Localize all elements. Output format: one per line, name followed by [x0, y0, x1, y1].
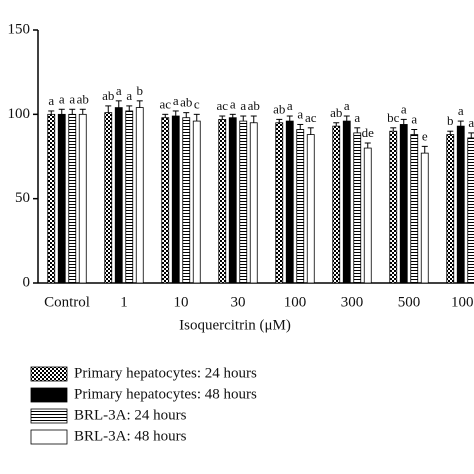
bar [135, 107, 144, 284]
bar [399, 124, 408, 284]
bar [296, 129, 305, 284]
x-tick-label: 300 [341, 294, 364, 310]
bar [420, 152, 429, 284]
y-tick-label: 100 [8, 106, 31, 122]
legend-swatch [30, 408, 68, 424]
significance-letter: a [230, 96, 236, 111]
significance-letter: ab [273, 101, 285, 116]
bar [78, 113, 87, 284]
bar [446, 134, 455, 284]
legend-label: Primary hepatocytes: 48 hours [74, 386, 257, 402]
significance-letter: ab [180, 95, 192, 110]
significance-letter: a [354, 110, 360, 125]
significance-letter: de [362, 125, 375, 140]
bar [275, 122, 284, 284]
bar [306, 134, 315, 284]
bar [114, 107, 123, 284]
legend-swatch [30, 366, 68, 382]
bar [228, 117, 237, 284]
legend-swatch [30, 387, 68, 403]
x-tick-label: 500 [398, 294, 421, 310]
x-tick-label: Control [44, 294, 90, 310]
bar [104, 112, 113, 284]
x-axis-label: Isoquercitrin (μM) [179, 317, 291, 333]
significance-letter: a [240, 98, 246, 113]
bar [68, 113, 77, 284]
significance-letter: ac [216, 98, 228, 113]
significance-letter: ab [102, 88, 114, 103]
y-tick-label: 0 [23, 274, 31, 290]
bar [218, 118, 227, 284]
legend-label: BRL-3A: 24 hours [74, 407, 187, 423]
significance-letter: b [137, 83, 144, 98]
significance-letter: a [458, 103, 464, 118]
significance-letter: c [194, 96, 200, 111]
bar [285, 120, 294, 284]
significance-letter: ac [159, 96, 171, 111]
bar [249, 122, 258, 284]
bar [161, 117, 170, 284]
bar [332, 125, 341, 284]
bar [57, 113, 66, 284]
significance-letter: ab [77, 91, 89, 106]
y-tick-label: 150 [8, 21, 31, 37]
significance-letter: ab [248, 98, 260, 113]
significance-letter: a [287, 98, 293, 113]
x-tick-label: 100 [284, 294, 307, 310]
significance-letter: a [69, 91, 75, 106]
bar [363, 147, 372, 284]
significance-letter: a [126, 88, 132, 103]
bar [456, 125, 465, 284]
bar [239, 120, 248, 284]
significance-letter: a [401, 101, 407, 116]
significance-letter: ab [330, 105, 342, 120]
y-tick-label: 50 [15, 190, 30, 206]
bar [125, 110, 134, 284]
x-tick-label: 10 [174, 294, 189, 310]
legend-label: Primary hepatocytes: 24 hours [74, 365, 257, 381]
legend-label: BRL-3A: 48 hours [74, 428, 187, 444]
significance-letter: b [447, 113, 454, 128]
significance-letter: a [297, 106, 303, 121]
bar [467, 137, 474, 284]
x-tick-label: 1 [120, 294, 128, 310]
significance-letter: a [59, 91, 65, 106]
bar [192, 120, 201, 284]
x-tick-label: 1000 [451, 294, 474, 310]
bar [47, 113, 56, 284]
bar [389, 130, 398, 284]
significance-letter: a [344, 98, 350, 113]
bar [182, 117, 191, 284]
bar [342, 120, 351, 284]
significance-letter: a [48, 93, 54, 108]
bar [410, 134, 419, 284]
significance-letter: e [422, 128, 428, 143]
significance-letter: a [411, 111, 417, 126]
significance-letter: a [116, 83, 122, 98]
significance-letter: ac [305, 110, 317, 125]
significance-letter: a [468, 115, 474, 130]
significance-letter: a [173, 93, 179, 108]
bar [171, 115, 180, 284]
x-tick-label: 30 [231, 294, 246, 310]
significance-letter: bc [387, 110, 400, 125]
bar [353, 132, 362, 284]
legend-swatch [30, 429, 68, 445]
